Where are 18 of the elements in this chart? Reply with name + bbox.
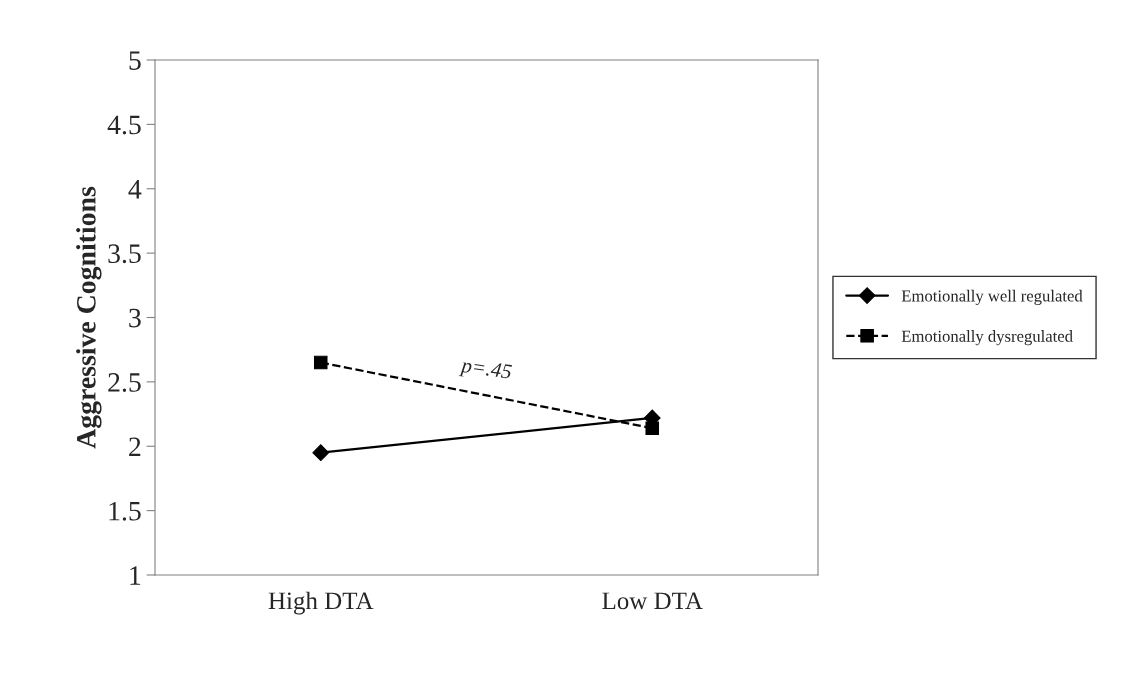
point bbox=[645, 421, 660, 435]
point bbox=[313, 355, 328, 370]
y-tick-label: 4.5 bbox=[107, 115, 141, 135]
x-tick-label: High DTA bbox=[268, 591, 374, 615]
y-tick-label: 1 bbox=[130, 566, 141, 585]
y-tick-label: 1.5 bbox=[109, 501, 141, 521]
annotation: p=.45 bbox=[458, 357, 513, 384]
legend-label: Emotionally well regulated bbox=[901, 289, 1083, 305]
legend-label: Emotionally dysregulated bbox=[901, 330, 1073, 346]
y-tick-label: 5 bbox=[129, 51, 141, 70]
y-tick-label: 3 bbox=[129, 308, 141, 328]
y-tick-label: 2 bbox=[129, 437, 141, 456]
y-axis-title: Aggressive Cognitions bbox=[76, 186, 102, 449]
y-tick-label: 4 bbox=[128, 180, 142, 199]
y-tick-label: 2.5 bbox=[108, 373, 141, 392]
point bbox=[312, 444, 330, 462]
y-tick-label: 3.5 bbox=[108, 244, 141, 264]
x-tick-label: Low DTA bbox=[602, 592, 703, 610]
